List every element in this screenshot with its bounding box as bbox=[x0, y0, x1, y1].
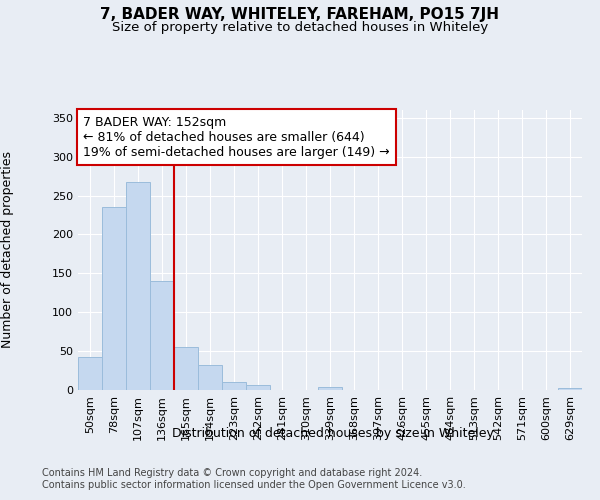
Bar bbox=[222, 382, 246, 390]
Bar bbox=[102, 207, 126, 390]
Bar bbox=[150, 281, 174, 390]
Bar bbox=[318, 387, 342, 390]
Bar bbox=[558, 388, 582, 390]
Text: Size of property relative to detached houses in Whiteley: Size of property relative to detached ho… bbox=[112, 21, 488, 34]
Text: 7, BADER WAY, WHITELEY, FAREHAM, PO15 7JH: 7, BADER WAY, WHITELEY, FAREHAM, PO15 7J… bbox=[101, 8, 499, 22]
Bar bbox=[78, 356, 102, 390]
Text: Contains public sector information licensed under the Open Government Licence v3: Contains public sector information licen… bbox=[42, 480, 466, 490]
Text: 7 BADER WAY: 152sqm
← 81% of detached houses are smaller (644)
19% of semi-detac: 7 BADER WAY: 152sqm ← 81% of detached ho… bbox=[83, 116, 389, 158]
Bar bbox=[246, 386, 270, 390]
Text: Number of detached properties: Number of detached properties bbox=[1, 152, 14, 348]
Text: Distribution of detached houses by size in Whiteley: Distribution of detached houses by size … bbox=[172, 428, 494, 440]
Bar bbox=[174, 347, 198, 390]
Bar bbox=[126, 182, 150, 390]
Bar bbox=[198, 365, 222, 390]
Text: Contains HM Land Registry data © Crown copyright and database right 2024.: Contains HM Land Registry data © Crown c… bbox=[42, 468, 422, 477]
